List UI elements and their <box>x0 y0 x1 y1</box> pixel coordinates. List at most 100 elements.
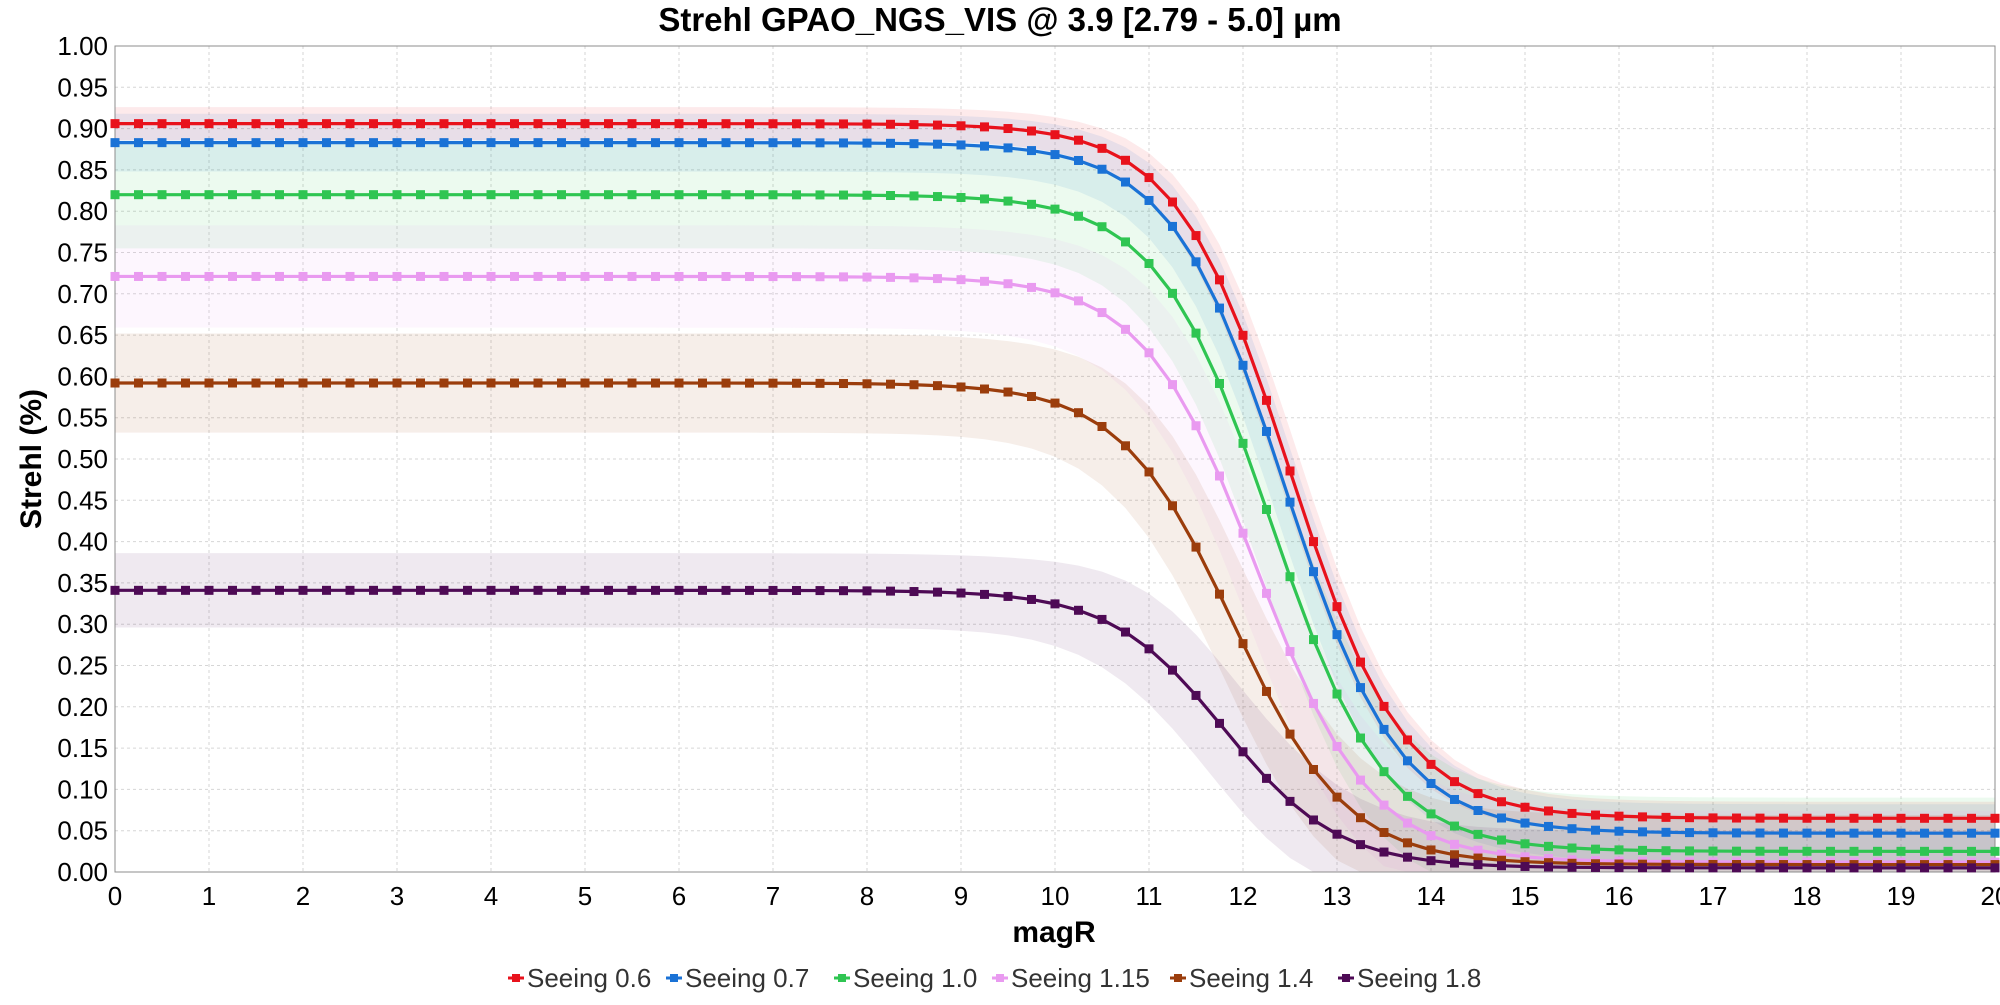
data-point <box>1426 845 1436 855</box>
data-point <box>1168 380 1177 390</box>
data-point <box>1755 863 1765 873</box>
data-point <box>1003 279 1013 289</box>
legend-swatch-marker <box>1174 974 1182 982</box>
data-point <box>1144 644 1154 654</box>
legend-swatch-marker <box>838 974 846 982</box>
data-point <box>980 122 989 132</box>
data-point <box>933 192 942 202</box>
data-point <box>416 138 425 148</box>
data-point <box>792 585 801 595</box>
data-point <box>721 138 731 148</box>
x-tick-label: 9 <box>954 881 968 911</box>
data-point <box>228 378 237 388</box>
legend: Seeing 0.6 Seeing 0.7 Seeing 1.0 Seeing 1.1… <box>508 963 1481 993</box>
data-point <box>322 119 331 129</box>
data-point <box>1779 828 1788 838</box>
data-point <box>1050 150 1060 160</box>
data-point <box>839 272 848 282</box>
y-tick-label: 0.20 <box>57 692 108 722</box>
data-point <box>439 378 449 388</box>
data-point <box>909 139 919 149</box>
x-tick-label: 7 <box>766 881 780 911</box>
data-point <box>768 190 778 200</box>
data-point <box>1450 850 1459 860</box>
y-tick-label: 0.70 <box>57 279 108 309</box>
data-point <box>1450 821 1459 831</box>
data-point <box>1027 391 1036 401</box>
data-point <box>815 119 825 129</box>
data-point <box>580 378 590 388</box>
data-point <box>486 585 496 595</box>
data-point <box>1473 805 1483 815</box>
data-point <box>228 138 237 148</box>
data-point <box>416 585 425 595</box>
data-point <box>956 140 966 150</box>
data-point <box>792 272 801 282</box>
data-point <box>1379 847 1389 857</box>
data-point <box>1473 845 1483 855</box>
data-point <box>651 271 660 281</box>
data-point <box>1544 806 1553 816</box>
data-point <box>815 138 825 148</box>
data-point <box>1356 813 1365 823</box>
data-point <box>1990 863 2000 873</box>
data-point <box>416 190 425 200</box>
data-point <box>1379 767 1389 777</box>
legend-label: Seeing 1.8 <box>1357 963 1481 993</box>
data-point <box>1497 835 1506 845</box>
data-point <box>1168 665 1177 675</box>
data-point <box>674 138 684 148</box>
data-point <box>369 138 378 148</box>
data-point <box>1920 863 1929 873</box>
data-point <box>909 380 919 390</box>
data-point <box>1403 818 1412 828</box>
data-point <box>1802 846 1812 856</box>
data-point <box>1168 221 1177 231</box>
data-point <box>533 138 543 148</box>
confidence-band <box>115 553 1995 872</box>
data-point <box>698 138 707 148</box>
data-point <box>1708 813 1718 823</box>
data-point <box>698 190 707 200</box>
data-point <box>651 190 660 200</box>
y-tick-label: 0.15 <box>57 733 108 763</box>
data-point <box>1520 857 1530 867</box>
data-point <box>275 271 284 281</box>
y-tick-label: 0.40 <box>57 527 108 557</box>
data-point <box>345 378 355 388</box>
data-point <box>204 119 214 129</box>
data-point <box>745 138 754 148</box>
x-tick-label: 1 <box>202 881 216 911</box>
x-tick-label: 3 <box>390 881 404 911</box>
data-point <box>322 585 331 595</box>
data-point <box>1285 796 1295 806</box>
y-tick-label: 0.05 <box>57 816 108 846</box>
data-point <box>1896 846 1906 856</box>
data-point <box>1473 789 1483 799</box>
data-point <box>275 190 284 200</box>
data-point <box>1591 862 1600 872</box>
data-point <box>627 585 637 595</box>
data-point <box>204 585 214 595</box>
data-point <box>909 273 919 283</box>
data-point <box>181 138 190 148</box>
data-point <box>956 275 966 285</box>
y-tick-label: 0.00 <box>57 857 108 887</box>
data-point <box>204 190 214 200</box>
legend-swatch-marker <box>512 974 520 982</box>
data-point <box>580 271 590 281</box>
y-tick-label: 0.65 <box>57 320 108 350</box>
data-point <box>580 138 590 148</box>
data-point <box>1003 124 1013 134</box>
data-point <box>745 119 754 129</box>
data-point <box>204 138 214 148</box>
data-point <box>1826 863 1835 873</box>
data-point <box>1238 360 1248 370</box>
data-point <box>1849 828 1859 838</box>
data-point <box>1027 594 1036 604</box>
data-point <box>463 190 472 200</box>
x-tick-label: 14 <box>1417 881 1446 911</box>
data-point <box>1755 828 1765 838</box>
data-point <box>157 271 167 281</box>
y-tick-labels: 0.00 0.05 0.10 0.15 0.20 0.25 0.30 0.35 0.40 0.45… <box>57 31 108 887</box>
